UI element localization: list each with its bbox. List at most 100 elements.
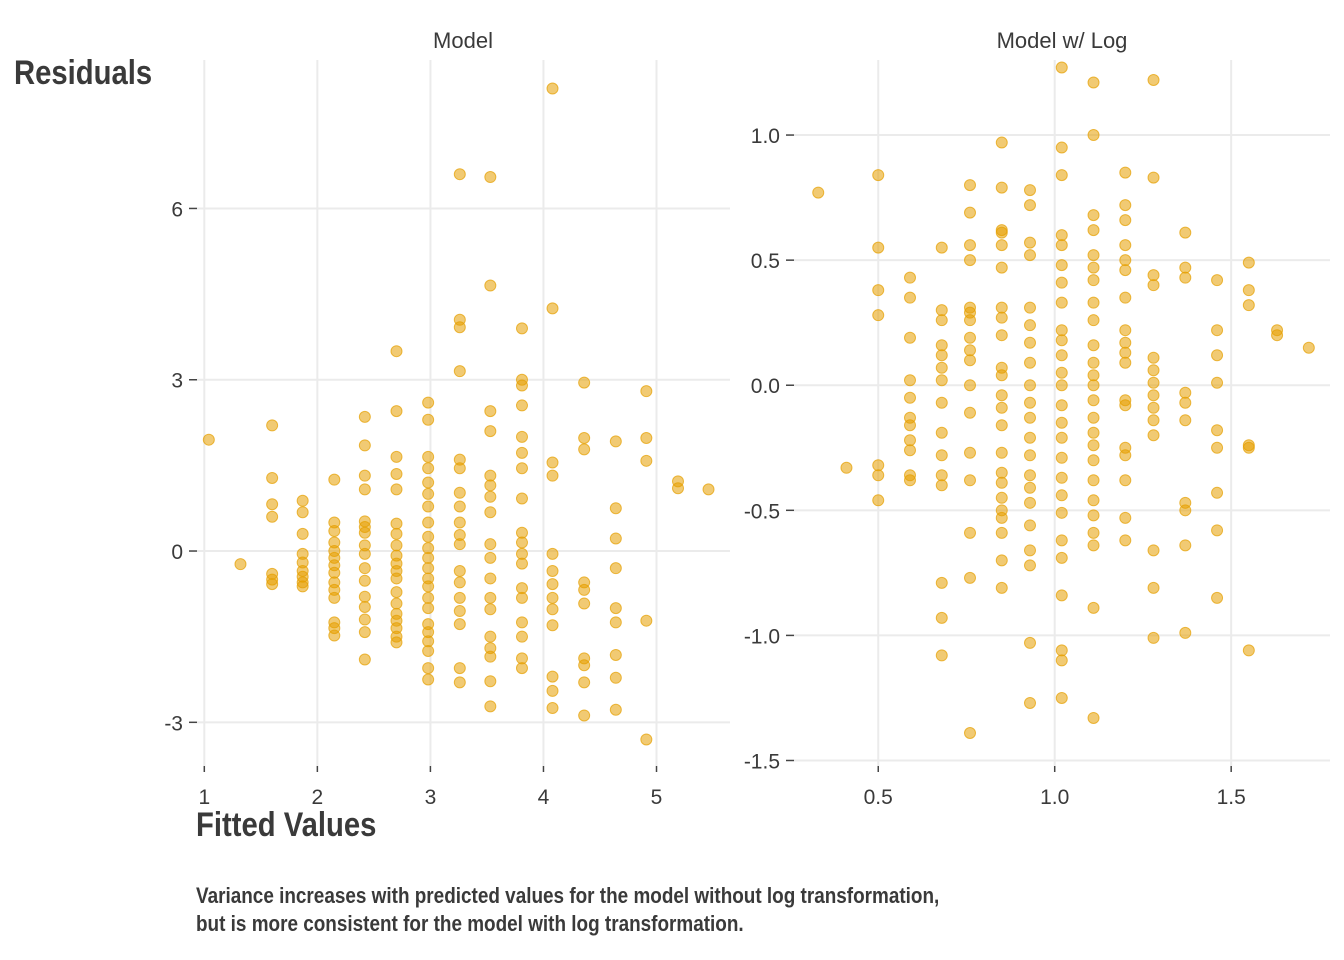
data-point: [1024, 319, 1036, 332]
data-point: [1087, 426, 1100, 439]
data-point: [1147, 414, 1160, 427]
data-point: [1179, 504, 1192, 517]
data-point: [578, 659, 591, 672]
data-point: [1087, 261, 1100, 274]
data-point: [453, 365, 466, 378]
data-point: [1119, 399, 1132, 412]
y-axis-label: Residuals: [14, 54, 153, 92]
x-tick-label: 1.5: [1217, 786, 1246, 809]
data-point: [1087, 356, 1100, 369]
data-point: [484, 630, 497, 643]
data-point: [964, 526, 976, 539]
data-point: [453, 662, 466, 675]
data-point: [1087, 539, 1100, 552]
data-point: [935, 449, 948, 462]
data-point: [1055, 379, 1068, 392]
data-point: [1055, 366, 1068, 379]
data-point: [995, 419, 1008, 432]
data-point: [1211, 424, 1224, 437]
data-point: [453, 486, 466, 499]
data-point: [484, 171, 497, 184]
data-point: [609, 532, 622, 545]
data-point: [1119, 239, 1132, 252]
data-point: [234, 558, 247, 571]
data-point: [935, 426, 948, 439]
data-point: [296, 527, 309, 540]
data-point: [1024, 379, 1036, 392]
data-point: [1271, 329, 1284, 342]
x-tick-label: 3: [425, 786, 437, 809]
data-point: [964, 239, 976, 252]
data-point: [1087, 454, 1100, 467]
data-point: [1055, 239, 1068, 252]
data-point: [995, 491, 1008, 504]
data-point: [296, 494, 309, 507]
data-point: [1211, 324, 1224, 337]
data-point: [1087, 439, 1100, 452]
data-point: [1147, 351, 1160, 364]
data-point: [1147, 401, 1160, 414]
data-point: [453, 604, 466, 617]
data-point: [1211, 524, 1224, 537]
data-point: [964, 331, 976, 344]
data-point: [1024, 544, 1036, 557]
data-point: [1087, 369, 1100, 382]
data-point: [1087, 249, 1100, 262]
data-point: [964, 314, 976, 327]
data-point: [1087, 509, 1100, 522]
x-axis-label: Fitted Values: [196, 806, 377, 844]
data-point: [515, 462, 528, 475]
data-point: [1055, 296, 1068, 309]
data-point: [1055, 551, 1068, 564]
data-point: [1055, 169, 1068, 182]
data-point: [422, 591, 435, 604]
data-point: [1147, 171, 1160, 184]
data-point: [1087, 209, 1100, 222]
panel-2: Model w/ Log 0.5 1.0 1.5 -1.5 -1.0 -0.5 0.0 0.5 1…: [744, 28, 1330, 809]
data-point: [1211, 441, 1224, 454]
data-point: [1055, 349, 1068, 362]
data-point: [1055, 489, 1068, 502]
data-point: [453, 676, 466, 689]
data-point: [453, 168, 466, 181]
data-point: [1055, 431, 1068, 444]
data-point: [1179, 414, 1192, 427]
data-point: [964, 354, 976, 367]
data-point: [578, 376, 591, 389]
data-point: [1147, 631, 1160, 644]
data-point: [422, 413, 435, 426]
data-point: [202, 433, 215, 446]
panel-title: Model: [433, 28, 493, 53]
data-point: [1055, 324, 1068, 337]
data-point: [546, 684, 559, 697]
data-point: [1055, 589, 1068, 602]
data-point: [578, 443, 591, 456]
data-point: [1055, 471, 1068, 484]
data-point: [1087, 394, 1100, 407]
data-point: [390, 586, 403, 599]
data-point: [935, 396, 948, 409]
data-point: [1087, 296, 1100, 309]
data-point: [328, 591, 341, 604]
data-point: [390, 572, 403, 585]
data-point: [546, 82, 559, 95]
data-point: [390, 345, 403, 358]
data-point: [1179, 626, 1192, 639]
data-point: [1055, 334, 1068, 347]
data-point: [422, 462, 435, 475]
data-point: [671, 482, 684, 495]
data-point: [422, 602, 435, 615]
panel-1: Model 1 2 3 4 5 -3 0 3 6: [164, 28, 730, 809]
data-point: [515, 399, 528, 412]
data-point: [266, 498, 279, 511]
data-point: [1055, 506, 1068, 519]
data-point: [266, 578, 279, 591]
data-point: [964, 179, 976, 192]
data-point: [515, 591, 528, 604]
data-point: [964, 379, 976, 392]
data-point: [358, 547, 371, 560]
y-tick-label: 6: [171, 198, 183, 221]
x-tick-label: 0.5: [864, 786, 893, 809]
data-point: [995, 369, 1008, 382]
data-point: [1055, 259, 1068, 272]
